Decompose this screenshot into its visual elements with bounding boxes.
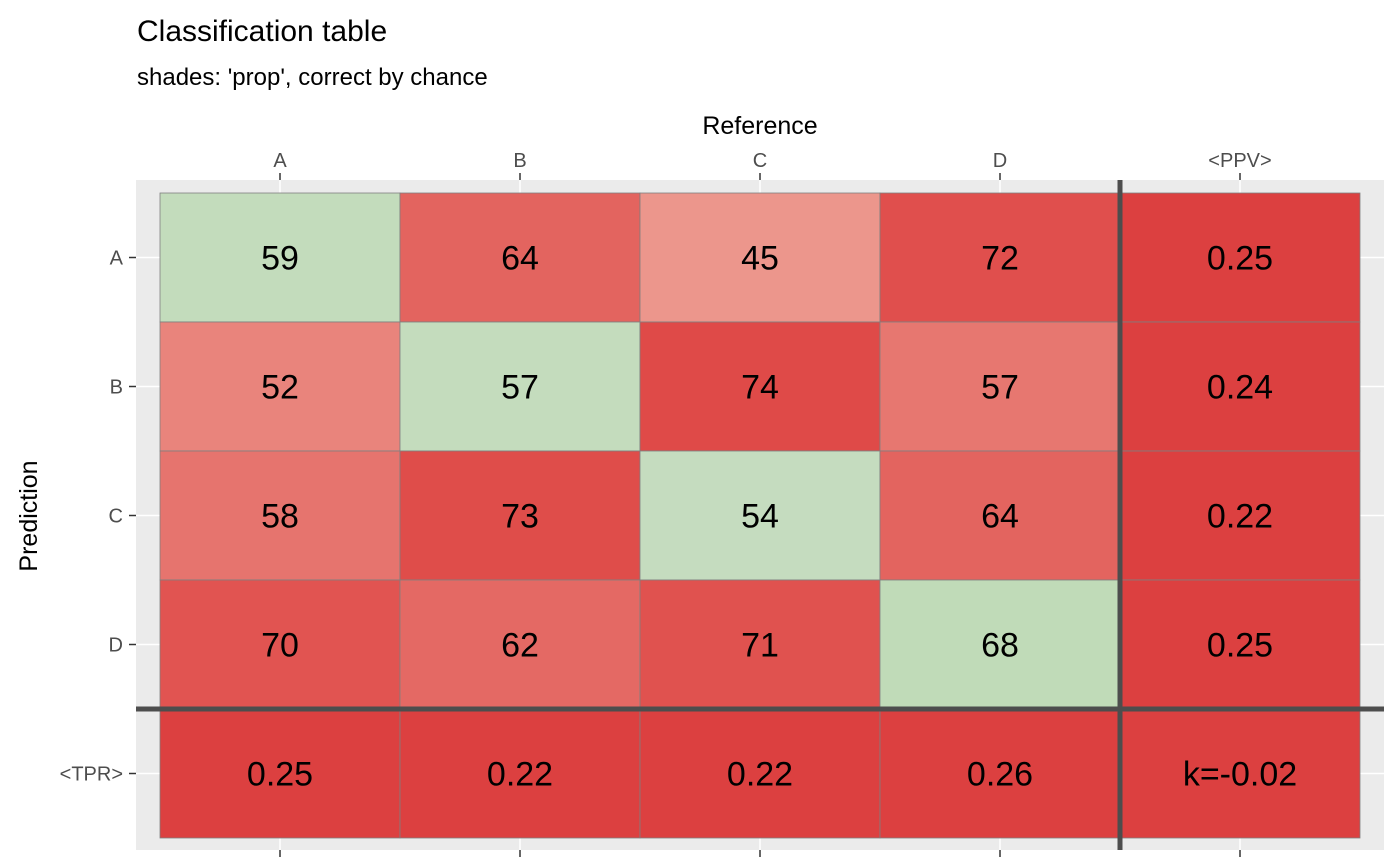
cell-value-label: 52 <box>261 369 299 407</box>
y-axis-title: Prediction <box>15 460 43 571</box>
axis-ticks: A B C D <PPV> A B C D <TPR> <box>60 150 1272 857</box>
ppv-value-label: 0.25 <box>1207 627 1273 665</box>
tpr-value-label: 0.22 <box>487 756 553 794</box>
ppv-value-label: 0.24 <box>1207 369 1273 407</box>
matrix-cell <box>639 579 881 710</box>
y-tick-label: B <box>110 377 123 399</box>
x-tick-label: B <box>513 150 526 172</box>
cell-value-label: 71 <box>741 627 779 665</box>
ppv-value-label: 0.22 <box>1207 498 1273 536</box>
matrix-cell <box>399 579 641 710</box>
margin-separators <box>136 180 1384 850</box>
x-tick-label: <PPV> <box>1208 150 1271 172</box>
x-tick-label: A <box>273 150 287 172</box>
ppv-value-label: 0.25 <box>1207 240 1273 278</box>
kappa-cell <box>1119 708 1361 839</box>
cell-value-label: 64 <box>981 498 1019 536</box>
ppv-cell <box>1119 192 1361 323</box>
cell-value-label: 74 <box>741 369 779 407</box>
y-tick-label: A <box>110 248 124 270</box>
cell-labels: 59 64 45 72 52 57 74 57 58 73 54 64 70 62 71 68 0.25 0.24… <box>247 240 1297 794</box>
matrix-cell <box>159 579 401 710</box>
x-axis-title: Reference <box>702 112 817 140</box>
matrix-cell <box>159 192 401 323</box>
matrix-cell <box>879 192 1121 323</box>
matrix-cell <box>879 450 1121 581</box>
ppv-cell <box>1119 321 1361 452</box>
cell-value-label: 58 <box>261 498 299 536</box>
x-tick-label: C <box>753 150 767 172</box>
matrix-cell <box>159 321 401 452</box>
matrix-cell <box>399 192 641 323</box>
chart-title: Classification table <box>137 15 387 48</box>
chart-subtitle: shades: 'prop', correct by chance <box>137 64 488 91</box>
cell-value-label: 57 <box>981 369 1019 407</box>
matrix-cell <box>639 321 881 452</box>
cell-value-label: 70 <box>261 627 299 665</box>
cell-value-label: 62 <box>501 627 539 665</box>
tpr-value-label: 0.26 <box>967 756 1033 794</box>
cell-value-label: 45 <box>741 240 779 278</box>
matrix-cell <box>639 192 881 323</box>
y-tick-label: D <box>109 635 123 657</box>
matrix-cell <box>879 579 1121 710</box>
matrix-cell <box>159 450 401 581</box>
kappa-label: k=-0.02 <box>1183 756 1297 794</box>
cell-value-label: 68 <box>981 627 1019 665</box>
cell-value-label: 59 <box>261 240 299 278</box>
y-tick-label: <TPR> <box>60 764 123 786</box>
cell-value-label: 64 <box>501 240 539 278</box>
y-tick-label: C <box>109 506 123 528</box>
tpr-cell <box>879 708 1121 839</box>
cell-value-label: 54 <box>741 498 779 536</box>
heatmap-cells <box>159 192 1361 839</box>
cell-value-label: 72 <box>981 240 1019 278</box>
ppv-cell <box>1119 579 1361 710</box>
tpr-value-label: 0.22 <box>727 756 793 794</box>
cell-value-label: 57 <box>501 369 539 407</box>
tpr-cell <box>399 708 641 839</box>
ppv-cell <box>1119 450 1361 581</box>
matrix-cell <box>639 450 881 581</box>
matrix-cell <box>399 450 641 581</box>
cell-value-label: 73 <box>501 498 539 536</box>
x-tick-label: D <box>993 150 1007 172</box>
tpr-value-label: 0.25 <box>247 756 313 794</box>
tpr-cell <box>639 708 881 839</box>
